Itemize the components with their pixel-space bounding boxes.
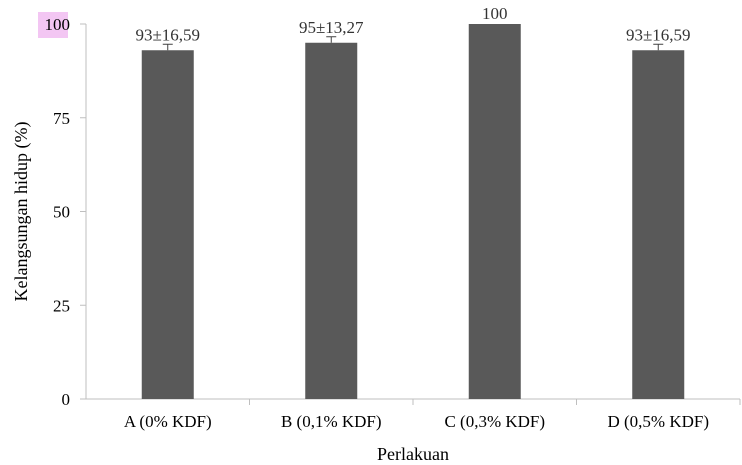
x-axis-title: Perlakuan: [377, 444, 449, 464]
x-tick-label: C (0,3% KDF): [444, 412, 545, 431]
data-label: 93±16,59: [626, 25, 691, 44]
y-tick-label: 25: [53, 296, 70, 315]
x-tick-label: B (0,1% KDF): [281, 412, 382, 431]
x-tick-label: D (0,5% KDF): [607, 412, 709, 431]
y-tick-label: 75: [53, 109, 70, 128]
bar: [468, 24, 521, 399]
y-tick-highlight: [38, 12, 68, 38]
y-axis-title: Kelangsungan hidup (%): [11, 122, 32, 302]
x-tick-label: A (0% KDF): [124, 412, 212, 431]
y-tick-label: 50: [53, 203, 70, 222]
bar: [141, 50, 194, 399]
bar: [305, 42, 358, 399]
y-tick-label: 100: [45, 15, 71, 34]
bar: [632, 50, 685, 399]
data-label: 93±16,59: [135, 25, 200, 44]
data-label: 100: [482, 4, 508, 23]
data-label: 95±13,27: [299, 18, 364, 37]
y-tick-label: 0: [62, 390, 71, 409]
